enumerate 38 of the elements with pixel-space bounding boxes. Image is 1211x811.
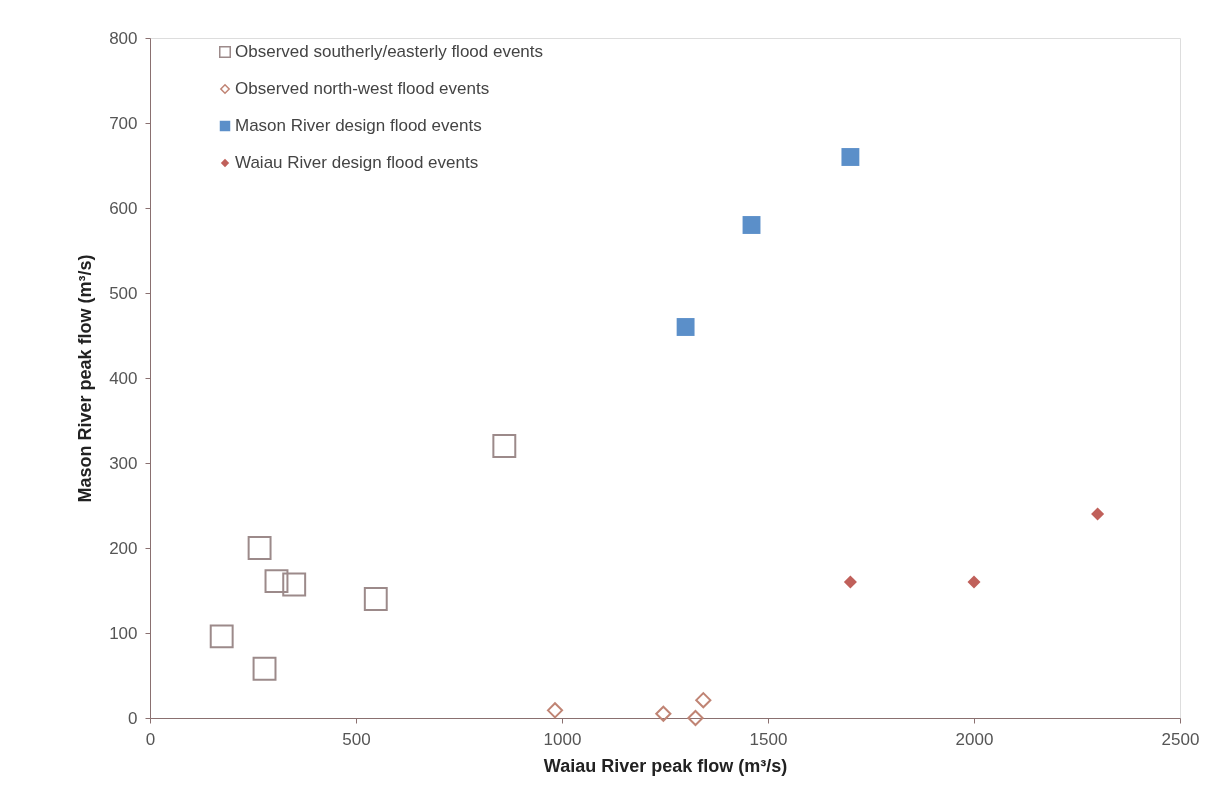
x-tick-label: 2000	[955, 729, 994, 749]
point	[546, 702, 564, 719]
point	[492, 434, 517, 458]
y-tick-label: 500	[109, 283, 138, 303]
point	[841, 148, 860, 166]
x-tick-label: 500	[342, 729, 371, 749]
point	[209, 624, 234, 649]
y-tick-label: 800	[109, 28, 138, 48]
y-tick-label: 200	[109, 538, 138, 558]
point	[264, 569, 289, 594]
point	[687, 709, 704, 727]
x-tick-label: 1000	[543, 729, 582, 749]
y-axis-title: Mason River peak flow (m³/s)	[75, 254, 96, 503]
legend-label: Observed north-west flood events	[235, 79, 490, 98]
y-tick-label: 0	[128, 708, 138, 728]
y-tick-label: 600	[109, 198, 138, 218]
legend-label: Observed southerly/easterly flood events	[235, 42, 544, 61]
point	[695, 692, 712, 709]
point	[742, 216, 761, 234]
y-tick-label: 400	[109, 368, 138, 388]
x-tick-label: 1500	[749, 729, 788, 749]
point	[282, 572, 307, 597]
point	[247, 536, 272, 560]
x-axis-title: Waiau River peak flow (m³/s)	[543, 755, 788, 776]
point	[363, 587, 388, 611]
point	[655, 705, 672, 722]
x-tick-label: 2500	[1161, 729, 1200, 749]
legend-label: Waiau River design flood events	[235, 153, 479, 172]
y-tick-label: 700	[109, 113, 138, 133]
point	[676, 318, 695, 336]
x-tick-label: 0	[145, 729, 156, 749]
legend-label: Mason River design flood events	[235, 116, 482, 135]
point	[1091, 507, 1105, 521]
point	[843, 575, 857, 589]
y-tick-label: 100	[109, 623, 138, 643]
y-tick-label: 300	[109, 453, 138, 473]
point	[252, 656, 277, 681]
point	[967, 575, 981, 589]
